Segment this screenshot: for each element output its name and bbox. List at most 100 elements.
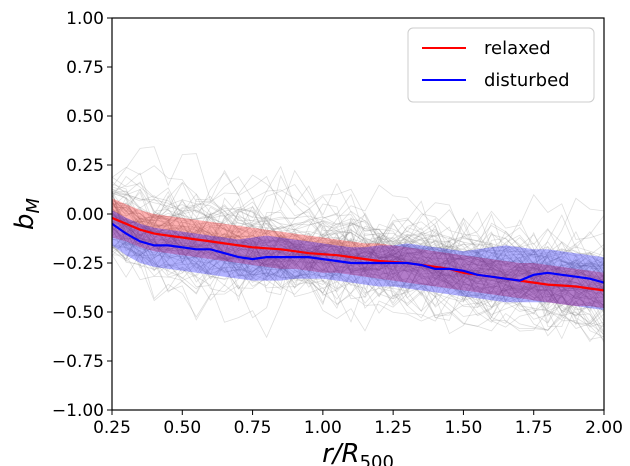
background-profile-line bbox=[112, 172, 604, 285]
legend-label-relaxed: relaxed bbox=[484, 38, 551, 59]
background-profile-line bbox=[112, 213, 604, 307]
background-profile-line bbox=[112, 240, 604, 337]
y-tick-label: −0.75 bbox=[52, 352, 104, 372]
background-profile-line bbox=[112, 198, 604, 282]
background-profile-line bbox=[112, 223, 604, 309]
background-profile-line bbox=[112, 222, 604, 340]
background-profile-line bbox=[112, 188, 604, 281]
background-profile-line bbox=[112, 203, 604, 326]
background-profile-line bbox=[112, 222, 604, 305]
y-axis-label-subscript: M bbox=[23, 198, 44, 214]
background-profile-line bbox=[112, 242, 604, 343]
background-profile-line bbox=[112, 189, 604, 335]
background-profile-line bbox=[112, 197, 604, 314]
y-tick-label: −1.00 bbox=[52, 401, 104, 421]
background-profile-line bbox=[112, 190, 604, 292]
background-lines-group bbox=[112, 146, 604, 343]
background-profile-line bbox=[112, 225, 604, 308]
background-profile-line bbox=[112, 186, 604, 269]
y-tick-label: 0.25 bbox=[66, 156, 104, 176]
y-tick-label: 0.00 bbox=[66, 205, 104, 225]
background-profile-line bbox=[112, 172, 604, 286]
legend-box bbox=[407, 27, 595, 103]
background-profile-line bbox=[112, 250, 604, 332]
background-profile-line bbox=[112, 216, 604, 324]
background-profile-line bbox=[112, 215, 604, 315]
background-profile-line bbox=[112, 214, 604, 293]
bands-group bbox=[112, 198, 604, 310]
x-tick-label: 0.50 bbox=[163, 418, 201, 438]
legend-label-disturbed: disturbed bbox=[484, 70, 570, 91]
series-lines-group bbox=[112, 216, 604, 292]
background-profile-line bbox=[112, 188, 604, 343]
background-profile-line bbox=[112, 176, 604, 274]
x-tick-label: 2.00 bbox=[585, 418, 623, 438]
background-profile-line bbox=[112, 219, 604, 333]
background-profile-line bbox=[112, 195, 604, 273]
band-relaxed bbox=[112, 198, 604, 309]
x-axis-label-subscript: 500 bbox=[360, 452, 394, 466]
background-profile-line bbox=[112, 244, 604, 318]
y-axis-label: bM bbox=[10, 198, 44, 231]
background-profile-line bbox=[112, 230, 604, 328]
background-profile-line bbox=[112, 202, 604, 277]
background-profile-line bbox=[112, 227, 604, 307]
y-tick-label: 0.75 bbox=[66, 58, 104, 78]
background-profile-line bbox=[112, 175, 604, 306]
background-profile-line bbox=[112, 231, 604, 327]
background-profile-line bbox=[112, 220, 604, 323]
background-profile-line bbox=[112, 233, 604, 331]
legend: relaxed disturbed bbox=[407, 27, 595, 103]
background-profile-line bbox=[112, 221, 604, 300]
x-tick-label: 1.75 bbox=[515, 418, 553, 438]
band-disturbed bbox=[112, 210, 604, 310]
background-profile-line bbox=[112, 165, 604, 280]
background-profile-line bbox=[112, 204, 604, 283]
background-profile-line bbox=[112, 165, 604, 283]
x-axis-label-main: r/R bbox=[322, 439, 360, 466]
background-profile-line bbox=[112, 226, 604, 339]
background-profile-line bbox=[112, 214, 604, 289]
background-profile-line bbox=[112, 192, 604, 279]
background-profile-line bbox=[112, 192, 604, 267]
background-profile-line bbox=[112, 210, 604, 287]
y-axis-label-main: b bbox=[10, 214, 40, 231]
background-profile-line bbox=[112, 146, 604, 268]
x-tick-label: 1.00 bbox=[304, 418, 342, 438]
y-tick-label: −0.50 bbox=[52, 303, 104, 323]
x-axis: 0.25 0.50 0.75 1.00 1.25 1.50 1.75 2.00 bbox=[93, 410, 623, 438]
background-profile-line bbox=[112, 201, 604, 279]
x-tick-label: 1.50 bbox=[444, 418, 482, 438]
background-profile-line bbox=[112, 244, 604, 307]
background-profile-line bbox=[112, 213, 604, 306]
background-profile-line bbox=[112, 181, 604, 296]
background-profile-line bbox=[112, 221, 604, 325]
background-profile-line bbox=[112, 224, 604, 291]
series-line-relaxed bbox=[112, 216, 604, 292]
background-profile-line bbox=[112, 206, 604, 300]
background-profile-line bbox=[112, 199, 604, 289]
background-profile-line bbox=[112, 254, 604, 335]
background-profile-line bbox=[112, 201, 604, 312]
background-profile-line bbox=[112, 205, 604, 298]
background-profile-line bbox=[112, 202, 604, 288]
background-profile-line bbox=[112, 201, 604, 341]
x-tick-label: 0.75 bbox=[234, 418, 272, 438]
background-profile-line bbox=[112, 196, 604, 293]
background-profile-line bbox=[112, 198, 604, 276]
y-axis: 1.00 0.75 0.50 0.25 0.00 −0.25 −0.50 −0.75 −1.00 bbox=[52, 9, 112, 421]
x-axis-label: r/R500 bbox=[322, 439, 394, 466]
background-profile-line bbox=[112, 241, 604, 317]
y-tick-label: 1.00 bbox=[66, 9, 104, 29]
x-tick-label: 1.25 bbox=[374, 418, 412, 438]
background-profile-line bbox=[112, 195, 604, 290]
background-profile-line bbox=[112, 226, 604, 334]
background-profile-line bbox=[112, 220, 604, 313]
background-profile-line bbox=[112, 208, 604, 308]
background-profile-line bbox=[112, 188, 604, 312]
x-tick-label: 0.25 bbox=[93, 418, 131, 438]
background-profile-line bbox=[112, 193, 604, 274]
y-tick-label: −0.25 bbox=[52, 254, 104, 274]
background-profile-line bbox=[112, 199, 604, 292]
